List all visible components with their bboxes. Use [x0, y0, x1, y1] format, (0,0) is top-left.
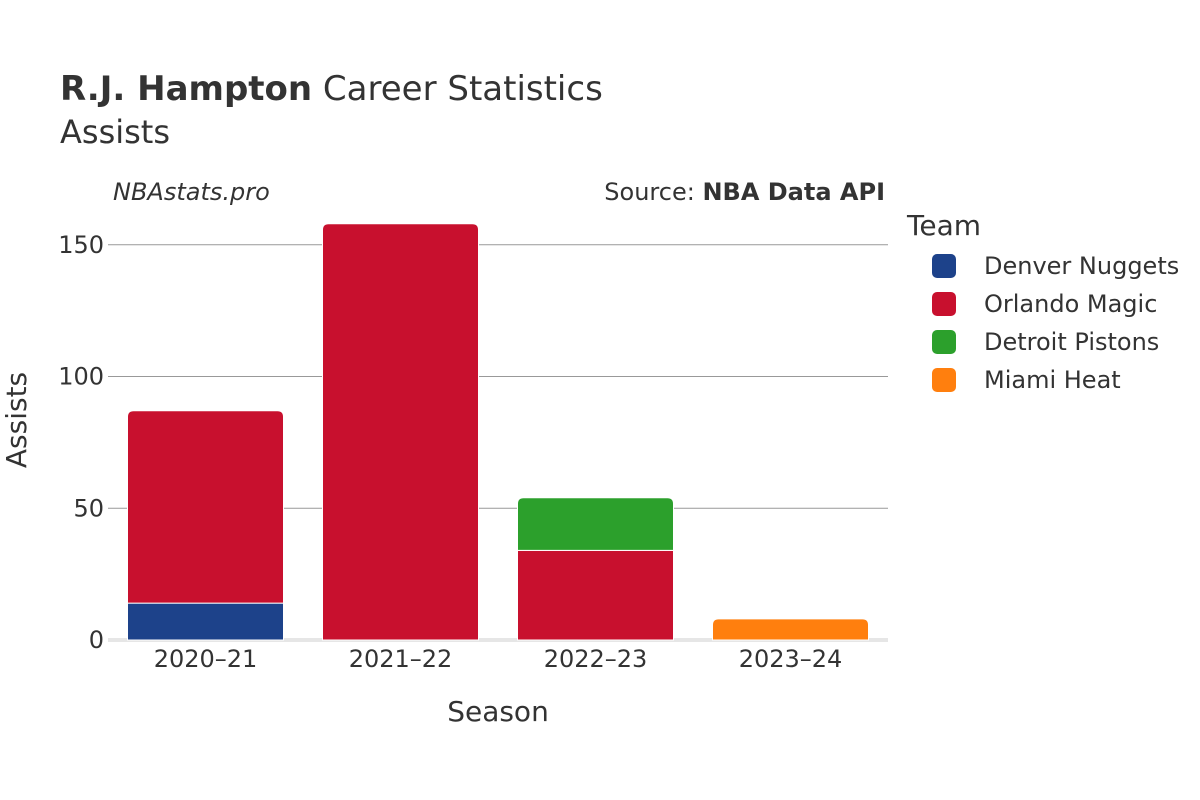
source-prefix: Source:	[604, 178, 702, 206]
watermark: NBAstats.pro	[113, 178, 270, 206]
bar-orlando-magic-2021–22	[322, 223, 479, 641]
x-tick-label: 2022–23	[544, 645, 648, 673]
legend-swatch	[932, 254, 956, 278]
bar-orlando-magic-2022–23	[517, 549, 674, 641]
svg-text:R.J. Hampton Career Statistics: R.J. Hampton Career Statistics	[60, 69, 603, 109]
source-note: Source: NBA Data API	[604, 178, 885, 206]
bar-denver-nuggets-2020–21	[127, 602, 284, 641]
legend-label: Detroit Pistons	[984, 328, 1159, 356]
x-tick-label: 2020–21	[154, 645, 258, 673]
y-tick-label: 50	[73, 494, 104, 522]
x-tick-labels: 2020–21 2021–22 2022–23 2023–24	[154, 645, 843, 673]
legend-label: Orlando Magic	[984, 290, 1157, 318]
title-player: R.J. Hampton	[60, 69, 312, 109]
y-axis-title: Assists	[0, 372, 33, 468]
y-tick-label: 150	[58, 231, 104, 259]
bar-orlando-magic-2020–21	[127, 410, 284, 604]
bars	[127, 223, 869, 641]
x-tick-label: 2023–24	[739, 645, 843, 673]
y-tick-labels: 0 50 100 150	[58, 231, 104, 654]
y-tick-label: 0	[89, 626, 104, 654]
chart-subtitle: Assists	[60, 113, 170, 151]
title-rest: Career Statistics	[312, 69, 603, 109]
legend-label: Miami Heat	[984, 366, 1121, 394]
bar-miami-heat-2023–24	[712, 618, 869, 641]
legend-swatch	[932, 292, 956, 316]
legend-label: Denver Nuggets	[984, 252, 1179, 280]
bar-detroit-pistons-2022–23	[517, 497, 674, 551]
legend-swatch	[932, 368, 956, 392]
y-tick-label: 100	[58, 363, 104, 391]
source-name: NBA Data API	[702, 178, 885, 206]
x-tick-label: 2021–22	[349, 645, 453, 673]
legend: Team Denver Nuggets Orlando Magic Detroit …	[906, 209, 1179, 394]
legend-title: Team	[906, 209, 981, 242]
legend-swatch	[932, 330, 956, 354]
chart-title: R.J. Hampton Career Statistics Assists	[60, 69, 603, 151]
x-axis-title: Season	[447, 695, 549, 728]
